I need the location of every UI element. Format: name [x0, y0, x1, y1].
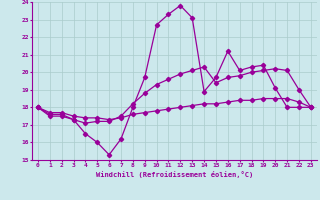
X-axis label: Windchill (Refroidissement éolien,°C): Windchill (Refroidissement éolien,°C)	[96, 171, 253, 178]
